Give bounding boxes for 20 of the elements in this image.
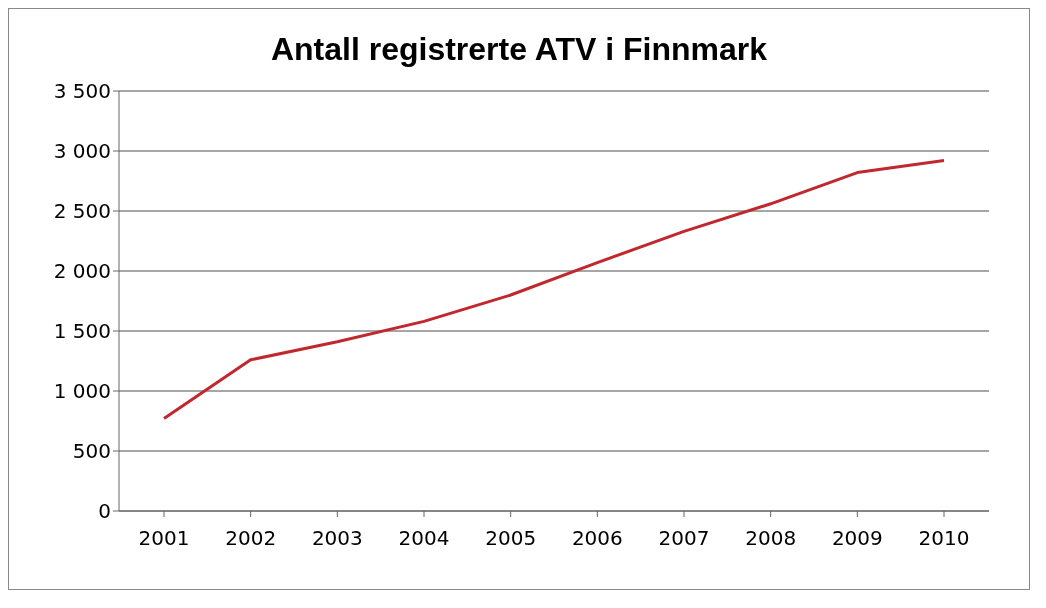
x-tick-label: 2005 bbox=[485, 526, 537, 551]
y-tick-label: 0 bbox=[98, 499, 111, 524]
line-series bbox=[162, 159, 946, 421]
x-tick-label: 2008 bbox=[745, 526, 797, 551]
x-tick-label: 2003 bbox=[311, 526, 363, 551]
x-tick-label: 2010 bbox=[918, 526, 970, 551]
x-tick-label: 2001 bbox=[138, 526, 190, 551]
y-tick-label: 500 bbox=[72, 439, 111, 464]
y-tick-label: 1 500 bbox=[53, 319, 111, 344]
y-tick-label: 3 000 bbox=[53, 139, 111, 164]
y-tick-label: 2 500 bbox=[53, 199, 111, 224]
y-tick-label: 2 000 bbox=[53, 259, 111, 284]
y-tick-label: 1 000 bbox=[53, 379, 111, 404]
x-tick-label: 2002 bbox=[225, 526, 277, 551]
x-tick-label: 2009 bbox=[831, 526, 883, 551]
x-tick-label: 2004 bbox=[398, 526, 450, 551]
y-tick-label: 3 500 bbox=[53, 79, 111, 104]
x-tick-label: 2006 bbox=[571, 526, 623, 551]
chart-title: Antall registrerte ATV i Finnmark bbox=[269, 30, 769, 69]
x-tick-label: 2007 bbox=[658, 526, 710, 551]
